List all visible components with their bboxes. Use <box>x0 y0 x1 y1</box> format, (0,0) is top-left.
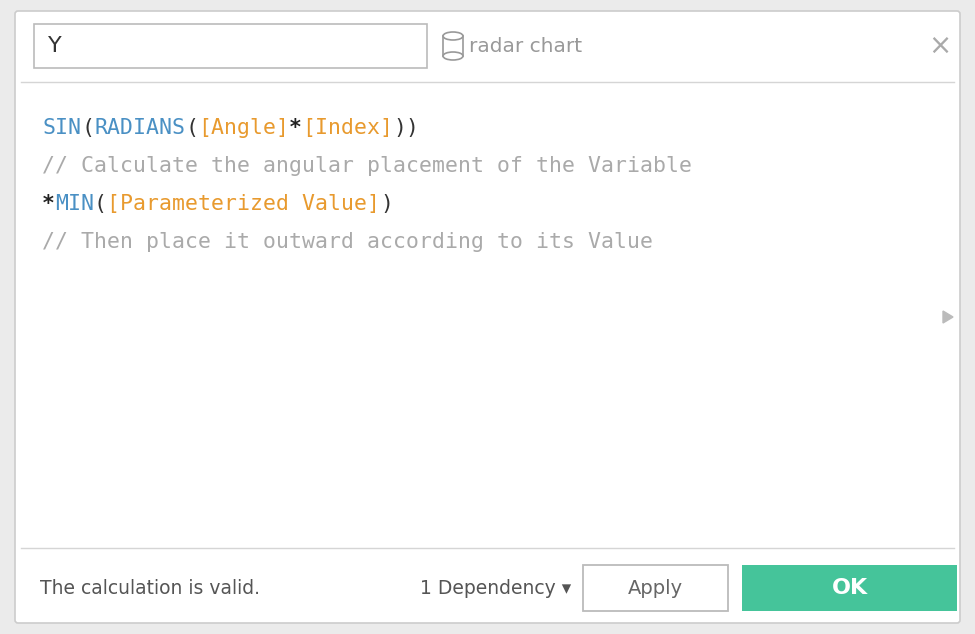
Text: MIN: MIN <box>55 194 94 214</box>
Text: radar chart: radar chart <box>469 37 582 56</box>
FancyBboxPatch shape <box>742 565 957 611</box>
Text: *: * <box>42 194 55 214</box>
Text: RADIANS: RADIANS <box>94 118 185 138</box>
Text: OK: OK <box>832 578 868 598</box>
Text: The calculation is valid.: The calculation is valid. <box>40 578 260 597</box>
Polygon shape <box>943 311 953 323</box>
Ellipse shape <box>443 52 463 60</box>
Text: 1 Dependency ▾: 1 Dependency ▾ <box>420 578 571 597</box>
Text: // Calculate the angular placement of the Variable: // Calculate the angular placement of th… <box>42 156 692 176</box>
Text: SIN: SIN <box>42 118 81 138</box>
Text: (: ( <box>185 118 198 138</box>
Ellipse shape <box>443 32 463 40</box>
Text: [Index]: [Index] <box>302 118 393 138</box>
Text: // Then place it outward according to its Value: // Then place it outward according to it… <box>42 232 653 252</box>
Text: Apply: Apply <box>628 578 683 597</box>
Text: ): ) <box>380 194 393 214</box>
Text: [Parameterized Value]: [Parameterized Value] <box>107 194 380 214</box>
FancyBboxPatch shape <box>583 565 728 611</box>
Text: Y: Y <box>48 36 61 56</box>
Text: ×: × <box>928 32 952 60</box>
Text: )): )) <box>393 118 419 138</box>
Text: (: ( <box>94 194 107 214</box>
FancyBboxPatch shape <box>34 24 427 68</box>
Text: [Angle]: [Angle] <box>198 118 289 138</box>
FancyBboxPatch shape <box>15 11 960 623</box>
Text: (: ( <box>81 118 94 138</box>
Bar <box>443 36 463 56</box>
Text: *: * <box>289 118 302 138</box>
